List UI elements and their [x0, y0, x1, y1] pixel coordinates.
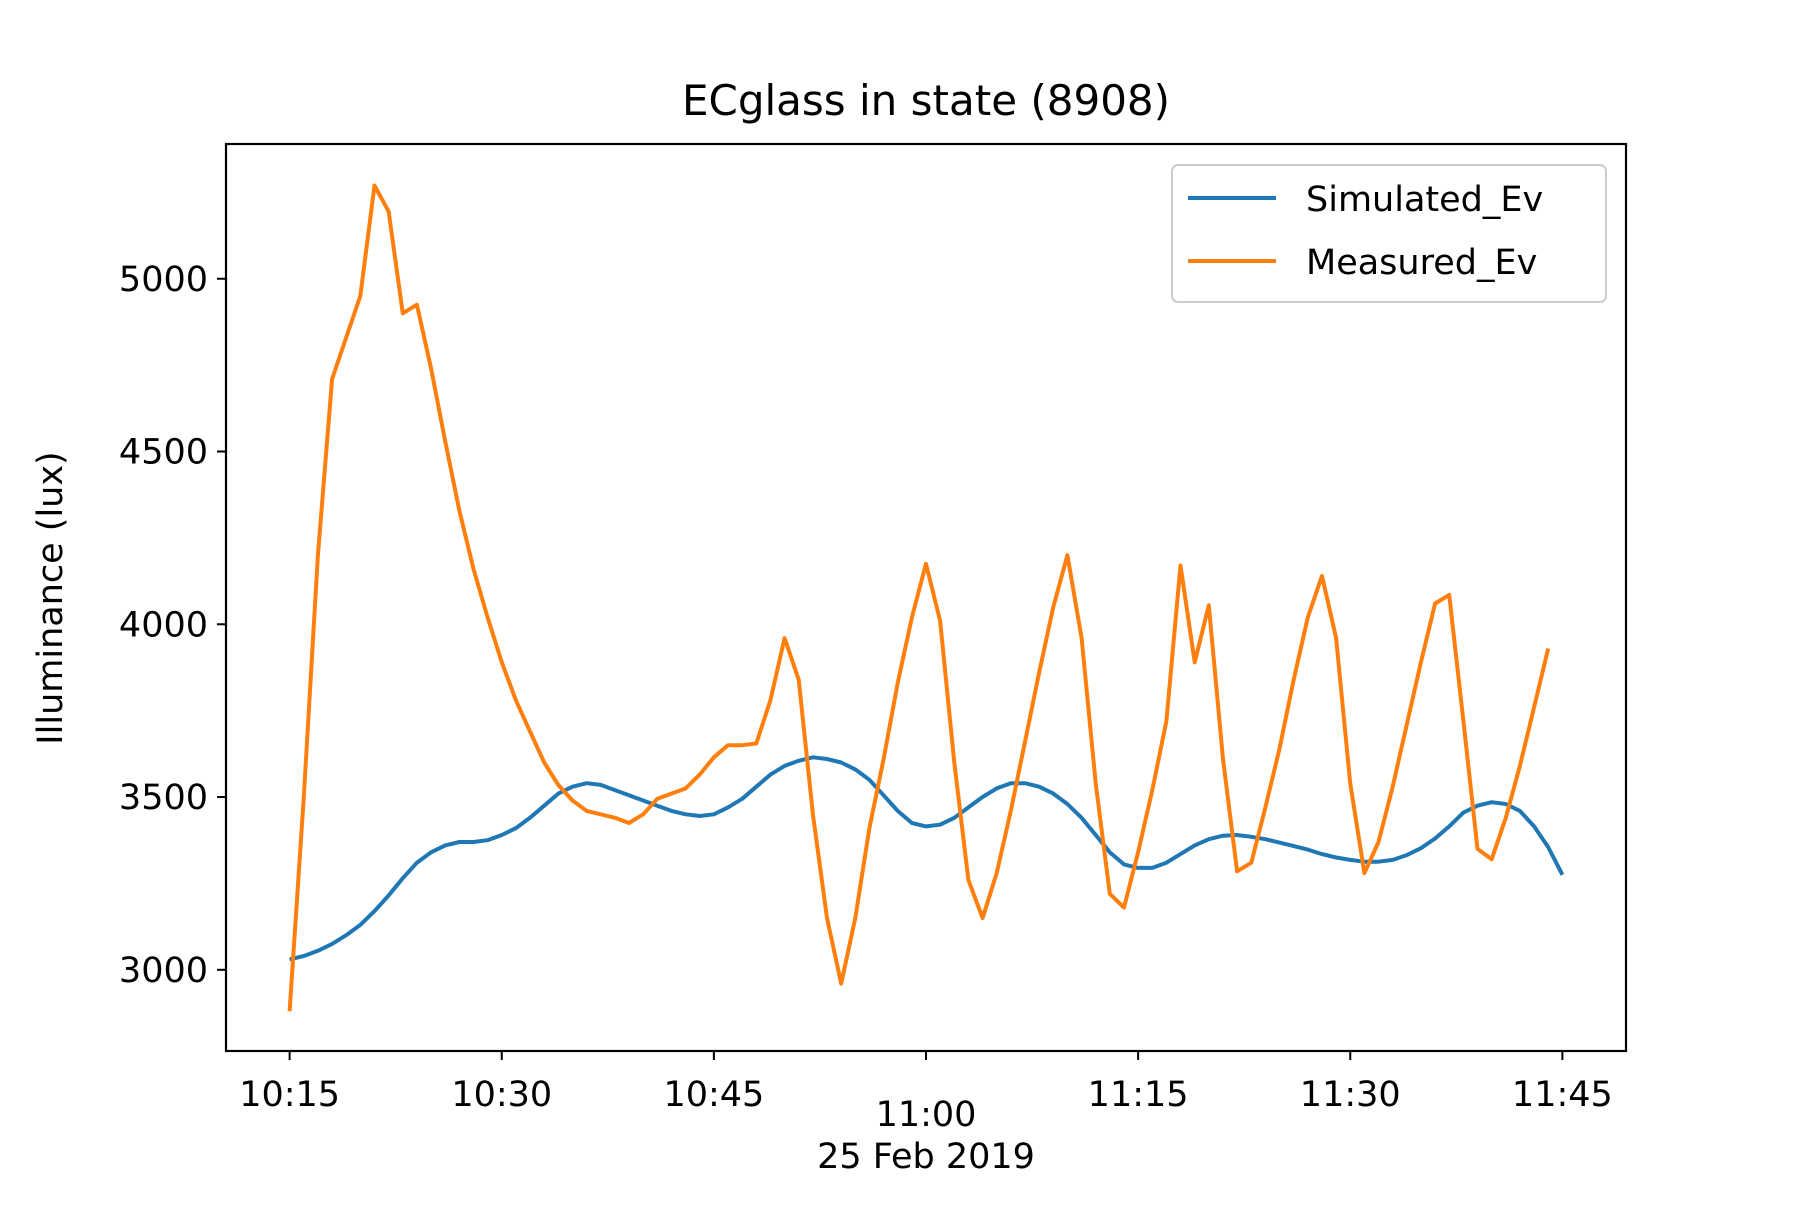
x-tick-label: 10:45 — [663, 1075, 764, 1115]
series-line-measured-ev — [287, 183, 1551, 1012]
x-tick-label: 10:30 — [451, 1075, 552, 1115]
y-axis-label: Illuminance (lux) — [31, 451, 71, 744]
plot-lines — [287, 183, 1565, 1012]
legend: Simulated_Ev Measured_Ev — [1171, 164, 1607, 303]
y-tick-label: 5000 — [119, 260, 208, 300]
y-tick-label: 3000 — [119, 951, 208, 991]
legend-box — [1171, 164, 1607, 303]
chart-title: ECglass in state (8908) — [682, 76, 1170, 125]
y-tick-label: 4000 — [119, 605, 208, 645]
x-tick-label: 11:00 — [876, 1095, 977, 1135]
x-tick-label: 11:15 — [1088, 1075, 1189, 1115]
x-tick-label: 11:45 — [1512, 1075, 1613, 1115]
y-tick-label: 3500 — [119, 778, 208, 818]
x-axis-label: 25 Feb 2019 — [817, 1137, 1035, 1177]
x-tick-label: 10:15 — [239, 1075, 340, 1115]
y-axis-ticks: 3000 3500 4000 4500 5000 — [119, 260, 226, 991]
legend-label-simulated: Simulated_Ev — [1306, 180, 1543, 220]
y-tick-label: 4500 — [119, 433, 208, 473]
x-axis-ticks: 10:15 10:30 10:45 11:00 11:15 11:30 11:45 — [239, 1051, 1613, 1135]
series-line-simulated-ev — [289, 755, 1565, 962]
legend-label-measured: Measured_Ev — [1306, 243, 1537, 283]
x-tick-label: 11:30 — [1300, 1075, 1401, 1115]
